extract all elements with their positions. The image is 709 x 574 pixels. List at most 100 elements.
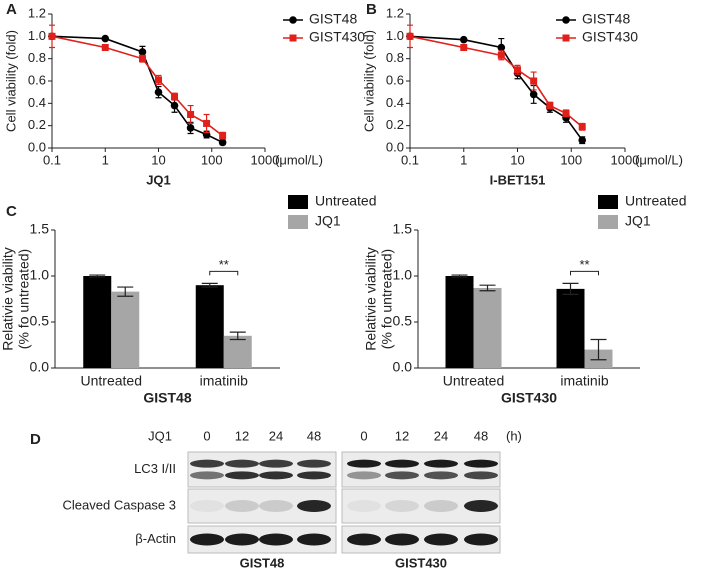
y-tick-label: 1.2: [28, 5, 46, 20]
blot-strip: [341, 451, 501, 488]
y-axis-label: (% fo untreated): [379, 249, 395, 349]
marker: [155, 76, 162, 84]
blot-band: [259, 533, 293, 546]
blot-band: [464, 533, 498, 546]
blot-band: [464, 459, 498, 468]
error-bar: [117, 286, 134, 297]
annotation: **: [579, 257, 589, 272]
y-tick-label: 0.0: [386, 139, 404, 154]
marker: [289, 34, 297, 42]
blot-band: [297, 471, 331, 480]
y-tick-label: 0.4: [28, 95, 46, 110]
blot-band: [385, 471, 419, 480]
legend-label: GIST430: [582, 29, 638, 45]
marker: [219, 132, 227, 140]
error-bar: [590, 338, 607, 361]
legend-swatch: [598, 215, 618, 229]
panel-label: C: [6, 203, 17, 220]
y-tick-label: 0.6: [28, 72, 46, 87]
blot-band: [259, 459, 293, 468]
y-axis-label: Cell viability (fold): [3, 30, 18, 132]
blot-band: [424, 471, 458, 480]
marker: [460, 44, 468, 51]
time-label: 48: [307, 428, 321, 443]
blot-band: [347, 459, 381, 468]
x-axis-label: GIST48: [143, 390, 191, 406]
significance-bracket: [209, 270, 239, 276]
bar: [556, 288, 585, 368]
bar: [111, 291, 140, 368]
x-tick-label: imatinib: [200, 373, 248, 389]
marker: [218, 138, 227, 147]
error-bar: [451, 274, 468, 278]
marker: [138, 55, 146, 63]
error-bar: [562, 282, 579, 295]
blot-band: [424, 533, 458, 546]
y-tick-label: 1.2: [386, 5, 404, 20]
y-tick-label: 0.6: [386, 72, 404, 87]
legend-label: GIST48: [582, 11, 630, 27]
bar: [223, 335, 252, 368]
x-tick-label: Untreated: [81, 373, 142, 389]
row-label: β-Actin: [135, 531, 176, 546]
legend-swatch: [598, 195, 618, 209]
series-line: [51, 35, 223, 144]
y-tick-label: 0.0: [30, 359, 50, 375]
marker: [497, 51, 505, 59]
marker: [101, 34, 110, 43]
marker: [514, 66, 521, 74]
time-label: 12: [235, 428, 249, 443]
y-tick-label: 1.5: [393, 221, 413, 237]
x-tick-label: 100: [201, 152, 223, 167]
significance-bracket: [570, 270, 599, 276]
blot-band: [347, 533, 381, 546]
blot-band: [225, 500, 259, 512]
blot-band: [347, 500, 381, 512]
blot-band: [225, 471, 259, 480]
y-axis-label: Relativie viability: [0, 247, 16, 350]
marker: [497, 43, 506, 52]
marker: [186, 124, 195, 132]
blot-band: [464, 500, 498, 512]
y-tick-label: 0.0: [28, 139, 46, 154]
blot-band: [190, 459, 224, 468]
legend-label: GIST48: [309, 11, 357, 27]
y-tick-label: 1.0: [30, 267, 50, 283]
marker: [171, 93, 179, 101]
error-bar: [229, 331, 246, 341]
error-bar: [201, 282, 218, 288]
marker: [406, 32, 414, 40]
marker: [578, 123, 586, 131]
panel-label: B: [366, 1, 377, 18]
blot-band: [424, 459, 458, 468]
y-tick-label: 1.0: [393, 267, 413, 283]
y-tick-label: 1.0: [28, 28, 46, 43]
annotation: **: [219, 257, 229, 272]
blot-band: [259, 471, 293, 480]
marker: [562, 109, 570, 117]
y-tick-label: 0.8: [386, 50, 404, 65]
y-tick-label: 0.5: [30, 313, 50, 329]
marker: [530, 77, 538, 85]
bar: [195, 285, 224, 368]
blot-band: [297, 500, 331, 512]
bar: [83, 276, 112, 368]
blot-band: [190, 500, 224, 512]
marker: [546, 102, 554, 110]
x-tick-label: 1: [102, 152, 109, 167]
marker: [529, 90, 538, 99]
blot-band: [190, 533, 224, 546]
blot-band: [259, 500, 293, 512]
legend-swatch: [288, 195, 308, 209]
y-axis-label: Cell viability (fold): [361, 30, 376, 132]
y-tick-label: 0.2: [28, 117, 46, 132]
marker: [101, 44, 109, 51]
row-label: LC3 I/II: [134, 461, 176, 476]
time-label: 24: [434, 428, 448, 443]
bar: [445, 276, 474, 368]
marker: [578, 136, 587, 144]
x-unit: (μmol/L): [635, 152, 683, 167]
blot-band: [225, 459, 259, 468]
time-unit: (h): [506, 428, 522, 443]
panel-label: D: [30, 431, 41, 448]
